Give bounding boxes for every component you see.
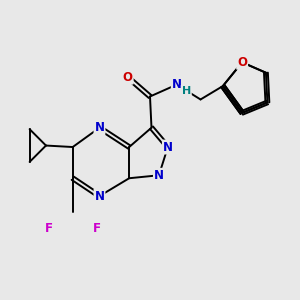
Text: N: N xyxy=(154,169,164,182)
Text: O: O xyxy=(237,56,247,69)
Text: O: O xyxy=(123,71,133,84)
Text: F: F xyxy=(92,222,101,235)
Text: H: H xyxy=(182,85,191,96)
Text: N: N xyxy=(163,140,173,154)
Text: F: F xyxy=(45,222,53,235)
Text: N: N xyxy=(94,121,104,134)
Text: N: N xyxy=(172,78,182,91)
Text: N: N xyxy=(94,190,104,202)
